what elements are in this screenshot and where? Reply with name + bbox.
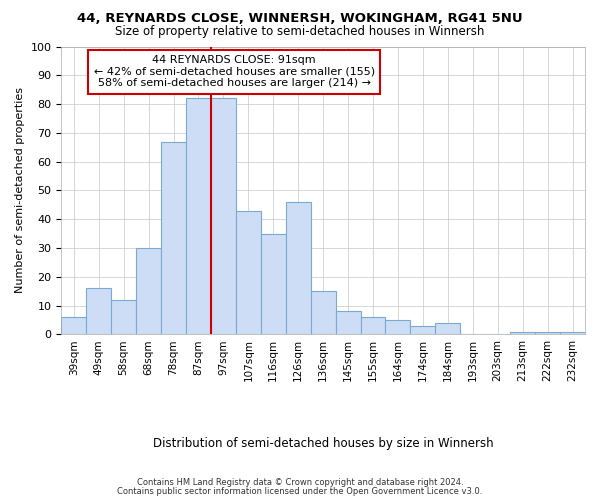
Text: Contains public sector information licensed under the Open Government Licence v3: Contains public sector information licen… (118, 487, 482, 496)
Bar (86, 288, 111, 335)
Bar (535, 332, 560, 334)
Bar (311, 292, 335, 335)
Bar (385, 320, 410, 334)
Y-axis label: Number of semi-detached properties: Number of semi-detached properties (15, 88, 25, 294)
Bar (236, 210, 261, 334)
Text: Contains HM Land Registry data © Crown copyright and database right 2024.: Contains HM Land Registry data © Crown c… (137, 478, 463, 487)
Bar (111, 300, 136, 334)
Bar (335, 312, 361, 334)
Bar (261, 234, 286, 334)
Bar (61, 317, 86, 334)
Bar (361, 317, 385, 334)
Bar (436, 323, 460, 334)
Text: 44 REYNARDS CLOSE: 91sqm
← 42% of semi-detached houses are smaller (155)
58% of : 44 REYNARDS CLOSE: 91sqm ← 42% of semi-d… (94, 55, 374, 88)
Text: Size of property relative to semi-detached houses in Winnersh: Size of property relative to semi-detach… (115, 25, 485, 38)
Bar (286, 202, 311, 334)
Bar (510, 332, 535, 334)
Bar (410, 326, 436, 334)
Text: 44, REYNARDS CLOSE, WINNERSH, WOKINGHAM, RG41 5NU: 44, REYNARDS CLOSE, WINNERSH, WOKINGHAM,… (77, 12, 523, 26)
Bar (161, 142, 186, 334)
Bar (560, 332, 585, 334)
X-axis label: Distribution of semi-detached houses by size in Winnersh: Distribution of semi-detached houses by … (153, 437, 493, 450)
Bar (211, 98, 236, 334)
Bar (136, 248, 161, 334)
Bar (186, 98, 211, 334)
